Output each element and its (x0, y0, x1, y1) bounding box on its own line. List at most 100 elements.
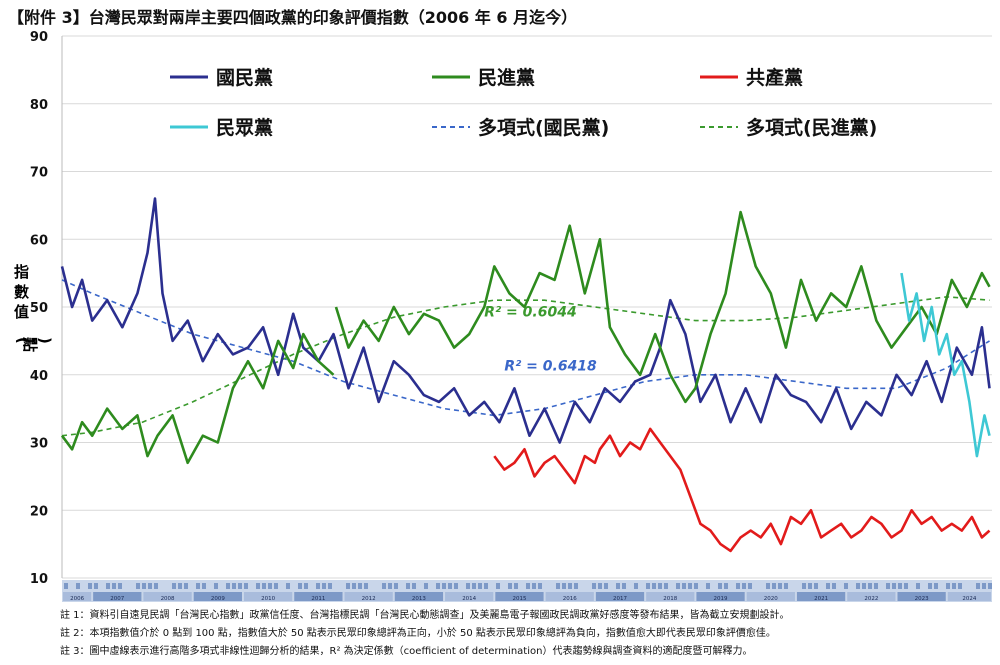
timeline-tick (916, 583, 920, 589)
timeline-year-label: 2008 (161, 596, 175, 602)
timeline-tick (316, 583, 320, 589)
timeline-tick (802, 583, 806, 589)
timeline-year-band (646, 592, 695, 601)
y-tick-label: 80 (30, 98, 48, 113)
timeline-tick (346, 583, 350, 589)
timeline-tick (694, 583, 698, 589)
timeline-year-label: 2013 (412, 596, 426, 602)
timeline-tick (886, 583, 890, 589)
timeline-tick (862, 583, 866, 589)
legend-label-kmt_trend: 多項式(國民黨) (478, 116, 609, 139)
timeline-tick (352, 583, 356, 589)
timeline-tick (436, 583, 440, 589)
timeline-year-label: 2015 (512, 596, 526, 602)
timeline-year-band (394, 592, 444, 601)
y-tick-label: 10 (30, 572, 48, 587)
timeline-tick (298, 583, 302, 589)
timeline-tick (556, 583, 560, 589)
timeline-tick (868, 583, 872, 589)
y-axis-label-char: 數 (14, 283, 29, 301)
timeline-year-band (746, 592, 795, 601)
timeline-tick (814, 583, 818, 589)
timeline-tick (592, 583, 596, 589)
timeline-tick (442, 583, 446, 589)
timeline-tick (496, 583, 500, 589)
timeline-tick (304, 583, 308, 589)
timeline-year-label: 2023 (915, 596, 929, 602)
timeline-year-label: 2009 (211, 596, 225, 602)
y-tick-label: 30 (30, 437, 48, 452)
timeline-tick (946, 583, 950, 589)
timeline-tick (934, 583, 938, 589)
timeline-year-band (495, 592, 544, 601)
timeline-tick (508, 583, 512, 589)
trend-lines (61, 279, 990, 437)
footnote-2: 註 2：本項指數值介於 0 點到 100 點，指數值大於 50 點表示民眾印象總… (60, 628, 776, 639)
timeline-tick (466, 583, 470, 589)
timeline-tick (364, 583, 368, 589)
timeline-tick (952, 583, 956, 589)
timeline-tick (688, 583, 692, 589)
timeline-year-band (193, 592, 242, 601)
timeline-tick (268, 583, 272, 589)
timeline-year-label: 2024 (962, 596, 976, 602)
timeline-tick (244, 583, 248, 589)
timeline-tick (226, 583, 230, 589)
timeline-tick (598, 583, 602, 589)
timeline-tick (214, 583, 218, 589)
timeline-tick (676, 583, 680, 589)
timeline-tick (172, 583, 176, 589)
timeline-tick (184, 583, 188, 589)
timeline-tick (64, 583, 68, 589)
timeline-year-label: 2012 (362, 596, 376, 602)
timeline-tick (844, 583, 848, 589)
timeline-tick (652, 583, 656, 589)
timeline-tick (976, 583, 980, 589)
timeline-year-label: 2014 (462, 596, 476, 602)
timeline-tick (832, 583, 836, 589)
timeline-tick (682, 583, 686, 589)
timeline-tick (472, 583, 476, 589)
timeline-tick (574, 583, 578, 589)
timeline-year-label: 2016 (563, 596, 577, 602)
timeline-year-label: 2022 (864, 596, 878, 602)
timeline-tick (274, 583, 278, 589)
timeline-tick (94, 583, 98, 589)
timeline-tick (118, 583, 122, 589)
timeline-tick (664, 583, 668, 589)
legend-label-dpp: 民進黨 (478, 66, 535, 89)
timeline-year-label: 2007 (110, 596, 124, 602)
timeline-tick (718, 583, 722, 589)
timeline-tick (622, 583, 626, 589)
timeline-year-label: 2021 (814, 596, 828, 602)
timeline-tick (634, 583, 638, 589)
timeline-year-label: 2018 (663, 596, 677, 602)
timeline-tick (562, 583, 566, 589)
r2-labels: R² = 0.6418 R² = 0.6044 (484, 304, 597, 374)
timeline-tick (232, 583, 236, 589)
series-line-ccp (493, 427, 991, 553)
timeline-tick (424, 583, 428, 589)
timeline-year-band (294, 592, 343, 601)
timeline-tick (478, 583, 482, 589)
timeline-tick (412, 583, 416, 589)
timeline-tick (196, 583, 200, 589)
y-axis-label-char: 值 (14, 303, 29, 321)
timeline-year-band (344, 592, 393, 601)
timeline-tick (874, 583, 878, 589)
timeline-strip: 2006 2007 2008 2009 2010 2011 2012 2013 2014 2015… (62, 580, 992, 602)
y-axis-label-char: (點) (14, 337, 54, 352)
y-axis-label-char: 指 (14, 263, 29, 281)
footnotes: 註 1：資料引自遠見民調「台灣民心指數」政黨信任度、台灣指標民調「台灣民心動態調… (60, 607, 990, 661)
timeline-tick (388, 583, 392, 589)
timeline-tick (202, 583, 206, 589)
timeline-tick (538, 583, 542, 589)
timeline-tick (766, 583, 770, 589)
timeline-tick (808, 583, 812, 589)
timeline-tick (76, 583, 80, 589)
legend-label-dpp_trend: 多項式(民進黨) (746, 116, 877, 139)
timeline-tick (616, 583, 620, 589)
timeline-tick (826, 583, 830, 589)
timeline-year-label: 2020 (764, 596, 778, 602)
